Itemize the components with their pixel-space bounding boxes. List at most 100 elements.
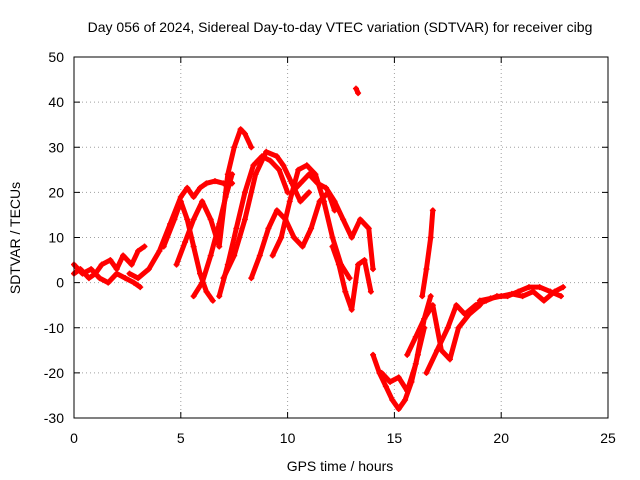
point-marker — [389, 396, 396, 403]
y-tick-label: -10 — [44, 320, 64, 336]
point-marker — [237, 126, 244, 133]
point-marker — [395, 405, 402, 412]
point-marker — [263, 148, 270, 155]
point-marker — [241, 130, 248, 137]
point-marker — [455, 324, 462, 331]
point-marker — [367, 288, 374, 295]
point-marker — [329, 234, 336, 241]
point-marker — [314, 180, 321, 187]
point-marker — [173, 261, 180, 268]
series-arc-b-fall — [190, 171, 236, 300]
x-tick-label: 0 — [70, 430, 78, 446]
data-points — [71, 85, 567, 412]
point-marker — [156, 248, 163, 255]
point-marker — [299, 243, 306, 250]
point-marker — [120, 252, 127, 259]
point-marker — [209, 297, 216, 304]
point-marker — [560, 284, 567, 291]
series-arc-g — [288, 171, 377, 273]
point-marker — [312, 171, 319, 178]
point-marker — [370, 266, 377, 273]
point-marker — [184, 216, 191, 223]
point-marker — [248, 144, 255, 151]
point-marker — [122, 275, 129, 282]
point-marker — [190, 216, 197, 223]
point-marker — [370, 351, 377, 358]
point-marker — [267, 157, 274, 164]
point-marker — [229, 171, 236, 178]
point-marker — [297, 180, 304, 187]
point-marker — [184, 184, 191, 191]
point-marker — [216, 220, 223, 227]
point-marker — [446, 356, 453, 363]
point-marker — [387, 378, 394, 385]
series-trace — [419, 207, 436, 299]
point-marker — [105, 279, 112, 286]
point-marker — [222, 193, 229, 200]
point-marker — [273, 207, 280, 214]
point-marker — [427, 293, 434, 300]
x-tick-label: 20 — [493, 430, 509, 446]
point-marker — [551, 288, 558, 295]
point-marker — [346, 275, 353, 282]
point-marker — [297, 198, 304, 205]
grid — [74, 57, 608, 418]
point-marker — [160, 243, 167, 250]
point-marker — [248, 275, 255, 282]
x-tick-label: 5 — [177, 430, 185, 446]
point-marker — [444, 324, 451, 331]
point-marker — [340, 216, 347, 223]
point-marker — [404, 387, 411, 394]
point-marker — [216, 293, 223, 300]
point-marker — [135, 275, 142, 282]
point-marker — [404, 351, 411, 358]
point-marker — [203, 288, 210, 295]
point-marker — [329, 243, 336, 250]
point-marker — [348, 306, 355, 313]
point-marker — [197, 184, 204, 191]
point-marker — [355, 90, 362, 97]
point-marker — [348, 234, 355, 241]
point-marker — [320, 198, 327, 205]
point-marker — [250, 162, 257, 169]
point-marker — [278, 234, 285, 241]
point-marker — [323, 184, 330, 191]
point-marker — [342, 288, 349, 295]
point-marker — [128, 261, 135, 268]
point-marker — [286, 198, 293, 205]
point-marker — [85, 275, 92, 282]
point-marker — [427, 234, 434, 241]
y-tick-label: 10 — [48, 230, 64, 246]
point-marker — [241, 189, 248, 196]
x-tick-label: 10 — [280, 430, 296, 446]
point-marker — [231, 144, 238, 151]
point-marker — [498, 293, 505, 300]
point-marker — [331, 198, 338, 205]
point-marker — [476, 297, 483, 304]
point-marker — [305, 189, 312, 196]
y-tick-label: 50 — [48, 49, 64, 65]
point-marker — [434, 347, 441, 354]
series-arc-d — [220, 148, 312, 282]
point-marker — [355, 261, 362, 268]
series-outlier — [352, 85, 362, 97]
point-marker — [107, 257, 114, 264]
series-trace — [191, 171, 235, 299]
point-marker — [335, 261, 342, 268]
point-marker — [207, 252, 214, 259]
point-marker — [177, 198, 184, 205]
y-tick-label: -30 — [44, 410, 64, 426]
x-tick-label: 25 — [600, 430, 616, 446]
point-marker — [130, 279, 137, 286]
point-marker — [135, 248, 142, 255]
point-marker — [231, 252, 238, 259]
point-marker — [536, 284, 543, 291]
point-marker — [269, 252, 276, 259]
point-marker — [145, 266, 152, 273]
point-marker — [220, 275, 227, 282]
point-marker — [419, 293, 426, 300]
point-marker — [429, 207, 436, 214]
point-marker — [429, 302, 436, 309]
point-marker — [126, 270, 133, 277]
